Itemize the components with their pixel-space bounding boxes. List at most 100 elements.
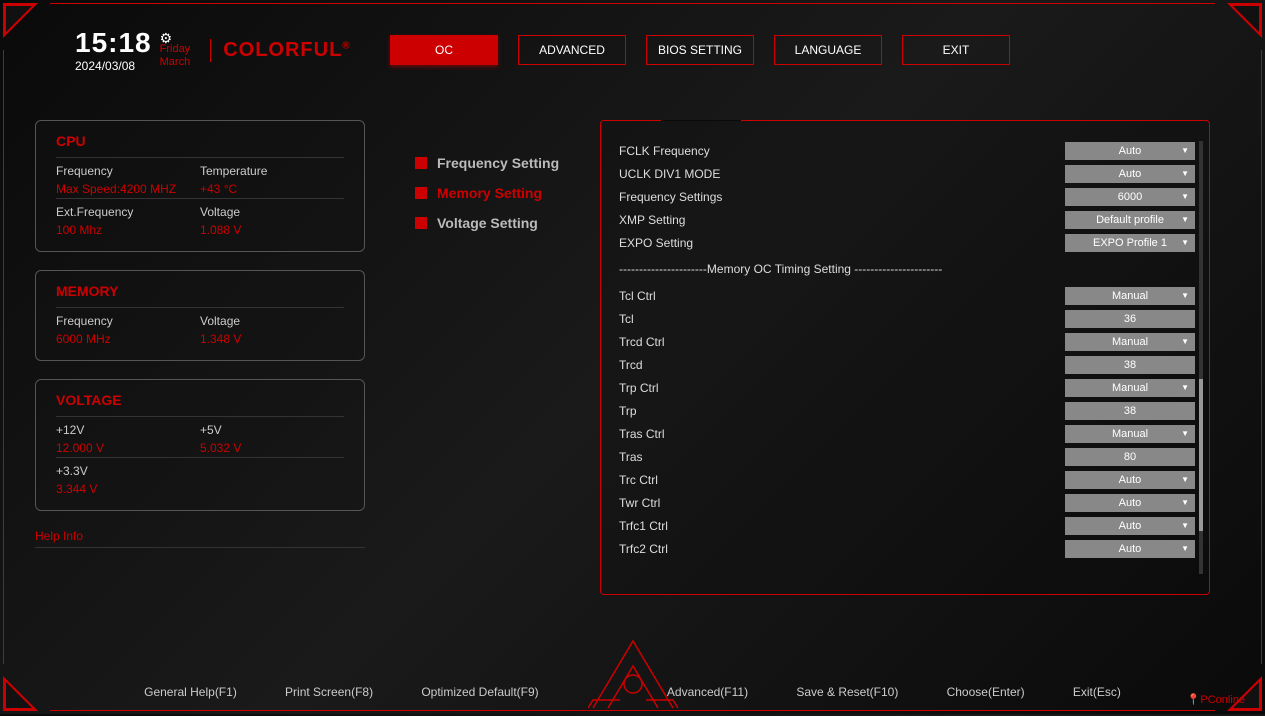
stat-label: Ext.Frequency [56, 205, 200, 219]
setting-label: Tras [619, 450, 1065, 464]
setting-label: Trcd [619, 358, 1065, 372]
setting-dropdown[interactable]: Auto [1065, 471, 1195, 489]
category-label: Memory Setting [437, 185, 542, 201]
memory-panel: MEMORYFrequency6000 MHzVoltage1.348 V [35, 270, 365, 361]
settings-panel: FCLK FrequencyAutoUCLK DIV1 MODEAutoFreq… [600, 120, 1210, 595]
category-label: Voltage Setting [437, 215, 538, 231]
setting-dropdown[interactable]: Manual [1065, 333, 1195, 351]
info-panels: CPUFrequencyMax Speed:4200 MHZTemperatur… [35, 120, 365, 548]
setting-row: Trc CtrlAuto [619, 468, 1195, 491]
clock-day: ⚙ Friday March [160, 30, 191, 69]
setting-row: UCLK DIV1 MODEAuto [619, 162, 1195, 185]
panel-title: VOLTAGE [56, 392, 344, 408]
setting-row: EXPO SettingEXPO Profile 1 [619, 231, 1195, 254]
setting-dropdown[interactable]: Auto [1065, 494, 1195, 512]
stat-value: 1.348 V [200, 332, 344, 346]
setting-label: Trc Ctrl [619, 473, 1065, 487]
nav-advanced[interactable]: ADVANCED [518, 35, 626, 65]
setting-dropdown[interactable]: Auto [1065, 165, 1195, 183]
stat-value: 6000 MHz [56, 332, 200, 346]
nav-language[interactable]: LANGUAGE [774, 35, 882, 65]
setting-row: Tras CtrlManual [619, 422, 1195, 445]
setting-row: Trfc1 CtrlAuto [619, 514, 1195, 537]
footer-hint[interactable]: Print Screen(F8) [285, 685, 373, 699]
stat-value: Max Speed:4200 MHZ [56, 182, 200, 196]
setting-row: Tcl CtrlManual [619, 284, 1195, 307]
nav-bios-setting[interactable]: BIOS SETTING [646, 35, 754, 65]
footer-hint[interactable]: Exit(Esc) [1073, 685, 1121, 699]
stat-label: +5V [200, 423, 344, 437]
setting-label: Trfc1 Ctrl [619, 519, 1065, 533]
footer-hint[interactable]: Advanced(F11) [667, 685, 748, 699]
setting-label: Trfc2 Ctrl [619, 542, 1065, 556]
footer-hint[interactable]: General Help(F1) [144, 685, 237, 699]
help-info[interactable]: Help Info [35, 529, 365, 548]
panel-row: +12V12.000 V+5V5.032 V [56, 416, 344, 457]
panel-row: +3.3V 3.344 V [56, 457, 344, 498]
section-divider: ----------------------Memory OC Timing S… [619, 254, 1195, 284]
setting-value[interactable]: 38 [1065, 402, 1195, 420]
bottom-emblem [588, 636, 678, 711]
setting-label: Tcl Ctrl [619, 289, 1065, 303]
stat-label: Voltage [200, 314, 344, 328]
setting-label: EXPO Setting [619, 236, 1065, 250]
setting-dropdown[interactable]: EXPO Profile 1 [1065, 234, 1195, 252]
scrollbar[interactable] [1199, 141, 1203, 574]
footer-hint[interactable]: Optimized Default(F9) [421, 685, 538, 699]
corner-decoration [1227, 3, 1262, 38]
category-frequency-setting[interactable]: Frequency Setting [415, 155, 559, 171]
setting-row: Trcd38 [619, 353, 1195, 376]
clock-time: 15:18 [75, 27, 152, 59]
panel-title: CPU [56, 133, 344, 149]
panel-title: MEMORY [56, 283, 344, 299]
category-list: Frequency Setting Memory Setting Voltage S… [415, 155, 559, 245]
setting-value[interactable]: 38 [1065, 356, 1195, 374]
setting-label: Tcl [619, 312, 1065, 326]
setting-dropdown[interactable]: 6000 [1065, 188, 1195, 206]
category-memory-setting[interactable]: Memory Setting [415, 185, 559, 201]
setting-value[interactable]: 80 [1065, 448, 1195, 466]
footer-hint[interactable]: Choose(Enter) [947, 685, 1025, 699]
square-icon [415, 187, 427, 199]
setting-label: Tras Ctrl [619, 427, 1065, 441]
cpu-panel: CPUFrequencyMax Speed:4200 MHZTemperatur… [35, 120, 365, 252]
stat-value: 3.344 V [56, 482, 200, 496]
settings-list: FCLK FrequencyAutoUCLK DIV1 MODEAutoFreq… [619, 139, 1195, 576]
setting-label: UCLK DIV1 MODE [619, 167, 1065, 181]
setting-value[interactable]: 36 [1065, 310, 1195, 328]
setting-dropdown[interactable]: Default profile [1065, 211, 1195, 229]
panel-row: FrequencyMax Speed:4200 MHZTemperature+4… [56, 157, 344, 198]
setting-row: Trp38 [619, 399, 1195, 422]
setting-dropdown[interactable]: Manual [1065, 379, 1195, 397]
setting-dropdown[interactable]: Manual [1065, 425, 1195, 443]
setting-row: Twr CtrlAuto [619, 491, 1195, 514]
brand-logo: COLORFUL® [210, 39, 350, 62]
stat-value: 1.088 V [200, 223, 344, 237]
setting-dropdown[interactable]: Auto [1065, 540, 1195, 558]
setting-dropdown[interactable]: Manual [1065, 287, 1195, 305]
stat-value: 12.000 V [56, 441, 200, 455]
setting-label: XMP Setting [619, 213, 1065, 227]
watermark: 📍PConline [1187, 693, 1245, 706]
nav-oc[interactable]: OC [390, 35, 498, 65]
stat-label: +3.3V [56, 464, 200, 478]
scroll-thumb[interactable] [1199, 379, 1203, 531]
square-icon [415, 217, 427, 229]
voltage-panel: VOLTAGE+12V12.000 V+5V5.032 V+3.3V3.344 … [35, 379, 365, 511]
corner-decoration [3, 3, 38, 38]
footer-hints: General Help(F1) Print Screen(F8) Optimize… [0, 685, 1265, 699]
setting-label: Trcd Ctrl [619, 335, 1065, 349]
panel-row: Frequency6000 MHzVoltage1.348 V [56, 307, 344, 348]
nav-exit[interactable]: EXIT [902, 35, 1010, 65]
setting-label: Trp [619, 404, 1065, 418]
stat-value: 5.032 V [200, 441, 344, 455]
setting-label: Frequency Settings [619, 190, 1065, 204]
setting-label: FCLK Frequency [619, 144, 1065, 158]
footer-hint[interactable]: Save & Reset(F10) [796, 685, 898, 699]
setting-dropdown[interactable]: Auto [1065, 517, 1195, 535]
stat-label: Frequency [56, 164, 200, 178]
setting-row: Trfc2 CtrlAuto [619, 537, 1195, 560]
stat-value: +43 °C [200, 182, 344, 196]
category-voltage-setting[interactable]: Voltage Setting [415, 215, 559, 231]
setting-dropdown[interactable]: Auto [1065, 142, 1195, 160]
